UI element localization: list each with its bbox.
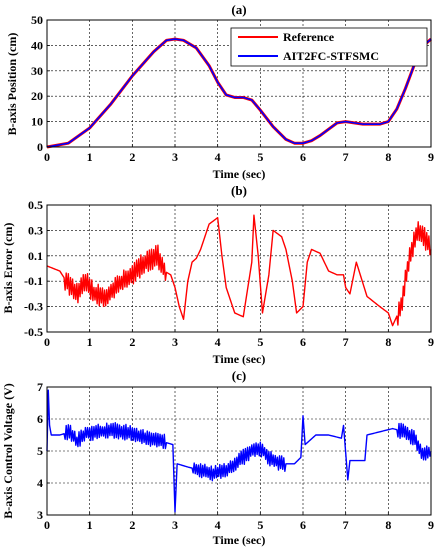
panel-a-ticks: 0 1 2 3 4 5 6 7 8 9 0 10 20 30 40 50	[31, 13, 434, 164]
panel-b-frame	[46, 204, 432, 333]
x-tick-label: 7	[343, 335, 349, 349]
panel-b-xlabel: Time (sec)	[213, 352, 266, 366]
panel-b-ylabel: B-axis Error (cm)	[1, 223, 15, 314]
x-tick-label: 5	[257, 150, 263, 164]
x-tick-label: 0	[44, 518, 50, 532]
x-tick-label: 4	[215, 335, 221, 349]
panel-c: (c) 0 1 2 3 4 5 6 7 8 9 3 4 5 6 7 Time (sec) B-axis Co…	[1, 368, 434, 547]
y-tick-label: 30	[31, 64, 43, 78]
y-tick-label: 40	[31, 38, 43, 52]
x-tick-label: 3	[172, 335, 178, 349]
x-tick-label: 1	[87, 335, 93, 349]
y-tick-label: 0.5	[28, 198, 43, 212]
panel-c-ticks: 0 1 2 3 4 5 6 7 8 9 3 4 5 6 7	[37, 380, 434, 532]
x-tick-label: 5	[257, 335, 263, 349]
x-tick-label: 0	[44, 335, 50, 349]
panel-c-xlabel: Time (sec)	[213, 533, 266, 547]
x-tick-label: 5	[257, 518, 263, 532]
y-tick-label: 20	[31, 89, 43, 103]
y-tick-label: 3	[37, 508, 43, 522]
x-tick-label: 7	[343, 150, 349, 164]
panel-b-ticks: 0 1 2 3 4 5 6 7 8 9 -0.5 -0.3 -0.1 0.1 0.3 0.5	[24, 198, 434, 349]
panel-c-title: (c)	[232, 368, 246, 383]
panel-c-series	[46, 389, 432, 513]
x-tick-label: 2	[129, 335, 135, 349]
series-line-a-1	[46, 38, 432, 148]
x-tick-label: 8	[385, 335, 391, 349]
y-tick-label: 0.3	[28, 223, 43, 237]
panel-b-grid	[47, 205, 431, 332]
panel-c-grid	[47, 387, 431, 515]
x-tick-label: 3	[172, 518, 178, 532]
y-tick-label: 6	[37, 412, 43, 426]
y-tick-label: -0.3	[24, 300, 43, 314]
x-tick-label: 7	[343, 518, 349, 532]
panel-b-background	[47, 205, 431, 332]
panel-a-ylabel: B-axis Position (cm)	[5, 33, 19, 136]
x-tick-label: 1	[87, 518, 93, 532]
x-tick-label: 8	[385, 518, 391, 532]
series-line-b-0	[46, 214, 432, 327]
y-tick-label: 10	[31, 115, 43, 129]
y-tick-label: 7	[37, 380, 43, 394]
x-tick-label: 3	[172, 150, 178, 164]
y-tick-label: 50	[31, 13, 43, 27]
legend-label-controller: AIT2FC-STFSMC	[283, 49, 379, 63]
y-tick-label: 4	[37, 476, 43, 490]
legend-label-reference: Reference	[283, 30, 335, 44]
x-tick-label: 9	[428, 150, 434, 164]
x-tick-label: 4	[215, 518, 221, 532]
panel-a-series	[46, 37, 432, 149]
y-tick-label: 0.1	[28, 249, 43, 263]
x-tick-label: 0	[44, 150, 50, 164]
panel-b-title: (b)	[231, 183, 247, 198]
y-tick-label: 0	[37, 140, 43, 154]
x-tick-label: 9	[428, 335, 434, 349]
x-tick-label: 6	[300, 150, 306, 164]
y-tick-label: -0.5	[24, 325, 43, 339]
series-line-c-0	[46, 389, 432, 513]
y-tick-label: -0.1	[24, 274, 43, 288]
panel-b-series	[46, 214, 432, 327]
panel-a-legend: Reference AIT2FC-STFSMC	[230, 27, 428, 67]
x-tick-label: 1	[87, 150, 93, 164]
panel-b: (b) 0 1 2 3 4 5 6 7 8 9 -0.5 -0.3 -0.1 0.1 0.3 0.5 Time…	[1, 183, 434, 366]
x-tick-label: 6	[300, 518, 306, 532]
x-tick-label: 8	[385, 150, 391, 164]
panel-a: (a) 0 1 2 3 4 5 6 7 8 9 0 10 20 30 40 50 Reference AIT2…	[5, 2, 434, 181]
panel-c-frame	[46, 386, 432, 516]
panel-a-xlabel: Time (sec)	[213, 167, 266, 181]
legend-box	[230, 27, 428, 67]
x-tick-label: 2	[129, 150, 135, 164]
panel-c-ylabel: B-axis Control Voltage (V)	[1, 383, 15, 518]
x-tick-label: 2	[129, 518, 135, 532]
y-tick-label: 5	[37, 444, 43, 458]
x-tick-label: 4	[215, 150, 221, 164]
x-tick-label: 6	[300, 335, 306, 349]
panel-a-title: (a)	[231, 2, 246, 17]
panel-a-frame	[46, 19, 432, 148]
x-tick-label: 9	[428, 518, 434, 532]
